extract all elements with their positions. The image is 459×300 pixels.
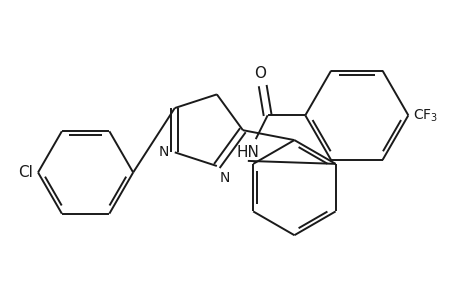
Text: Cl: Cl: [18, 165, 33, 180]
Text: HN: HN: [236, 146, 259, 160]
Text: N: N: [219, 171, 230, 185]
Text: O: O: [253, 66, 265, 81]
Text: CF$_3$: CF$_3$: [412, 107, 437, 124]
Text: N: N: [158, 145, 168, 159]
